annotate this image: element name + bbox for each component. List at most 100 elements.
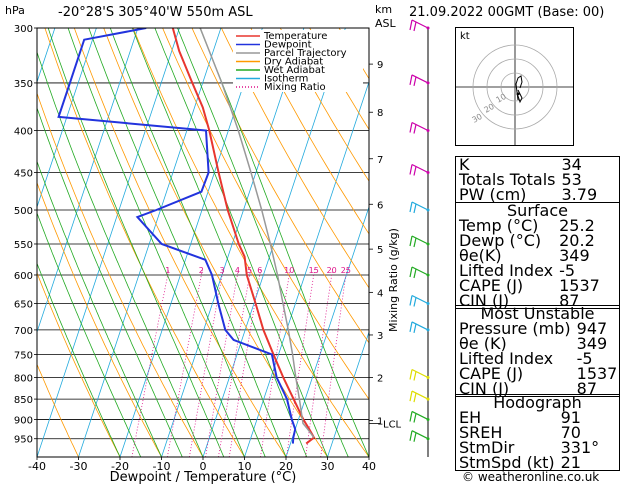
surface-value: -5 [559, 261, 576, 280]
surface-label: Dewp (°C) [459, 231, 542, 250]
km-tick-label: 3 [377, 331, 383, 342]
mixing-ratio-tick-label: 10 [284, 266, 294, 275]
wind-barb-shaft [411, 430, 429, 440]
mu-value: 87 [576, 379, 597, 398]
mixing-ratio-line [131, 268, 170, 457]
hodograph-unit-label: kt [460, 31, 470, 42]
dry-adiabat [132, 28, 369, 457]
isotherm [244, 80, 369, 457]
wind-barb-flag [413, 21, 417, 32]
lcl-label: LCL [383, 419, 402, 430]
wind-barb-base [426, 302, 430, 306]
most-unstable-table: Most Unstable Pressure (mb) 947 θe (K) 349… [455, 305, 620, 397]
temperature-tick-label: -20 [111, 460, 129, 473]
wind-barb-flag [413, 413, 417, 423]
isotherm [161, 28, 305, 457]
wind-barb-flag [413, 166, 417, 176]
isotherm [327, 330, 369, 457]
hodograph-table-title: Hodograph [493, 393, 582, 412]
pressure-tick-label: 950 [14, 435, 33, 446]
wet-adiabat [37, 211, 142, 457]
pressure-tick-label: 300 [14, 24, 33, 35]
dry-adiabat [37, 271, 121, 457]
surface-title: Surface [507, 201, 568, 220]
legend-label: Dry Adiabat [264, 57, 323, 68]
index-value: 34 [561, 155, 582, 174]
wet-adiabat [37, 50, 204, 457]
temperature-tick-label: -40 [28, 460, 46, 473]
hodo-label: SREH [459, 423, 503, 442]
dry-adiabat [221, 28, 369, 289]
km-tick-label: 7 [377, 155, 383, 166]
wind-barb-flag [413, 237, 417, 248]
surface-value: 25.2 [559, 216, 595, 235]
wet-adiabat [199, 28, 369, 457]
wind-barb-shaft [411, 201, 429, 211]
chart-grid: 1 2 3 4 5 6 10 15 20 25 [37, 28, 369, 457]
indices-table: K 34 Totals Totals 53 PW (cm) 3.79 [455, 156, 620, 203]
dry-adiabat [191, 28, 369, 344]
pressure-tick-label: 850 [14, 395, 33, 406]
isotherm [202, 28, 346, 457]
wet-adiabat [132, 28, 308, 457]
hodo-label: StmDir [459, 438, 515, 457]
dry-adiabat [162, 28, 369, 400]
wind-barb-base [426, 81, 430, 85]
wind-barb-shaft [411, 410, 429, 420]
temperature-tick-label: 10 [238, 460, 252, 473]
hodo-label: StmSpd (kt) [459, 453, 555, 472]
wind-barb-flag [409, 122, 413, 133]
profile-dewpoint [57, 28, 297, 444]
mixing-ratio-tick-label: 4 [235, 266, 240, 275]
pressure-tick-label: 550 [14, 240, 33, 251]
wind-barb-flag [409, 266, 413, 278]
index-label: K [459, 155, 470, 174]
mu-label: CIN (J) [459, 379, 510, 398]
km-tick-label: 4 [377, 288, 383, 299]
wind-barb-shaft [411, 390, 429, 400]
temperature-tick-label: -30 [70, 460, 88, 473]
wind-barb-base [426, 397, 430, 401]
wind-barb-flag [409, 295, 413, 306]
mu-label: Lifted Index [459, 349, 554, 368]
legend-label: Dewpoint [264, 40, 312, 51]
km-tick-label: 1 [377, 417, 383, 428]
surface-label: CAPE (J) [459, 276, 524, 295]
wind-barb-shaft [411, 74, 429, 84]
wind-barb-flag [409, 411, 413, 422]
surface-value: 87 [559, 291, 580, 310]
mixing-ratio-tick-label: 5 [247, 266, 252, 275]
pressure-tick-label: 700 [14, 326, 33, 337]
wind-barb-flag [413, 392, 417, 403]
hodo-ring-label-20: 20 [483, 102, 496, 115]
surface-value: 349 [559, 246, 590, 265]
dry-adiabat [279, 28, 369, 182]
pressure-tick-label: 900 [14, 415, 33, 426]
temperature-tick-label: 20 [279, 460, 293, 473]
hodo-value: 21 [560, 453, 581, 472]
wind-barb-shaft [411, 368, 429, 379]
wind-barb-flag [409, 201, 413, 213]
km-tick-label: 2 [377, 373, 383, 384]
datetime-header: 21.09.2022 00GMT (Base: 00) [409, 5, 605, 20]
chart-axes: 3003504004505005506006507007508008509009… [14, 24, 402, 473]
chart-profiles [57, 28, 316, 445]
isotherm [37, 28, 139, 334]
wind-barb-flag [409, 430, 413, 441]
mixing-ratio-line [286, 268, 316, 457]
wind-barb-flag [409, 19, 413, 31]
wet-adiabat [47, 28, 225, 457]
mixing-ratio-tick-label: 15 [309, 266, 319, 275]
hodo-value: 70 [560, 423, 581, 442]
hodo-ring-label-10: 10 [495, 92, 508, 105]
hodo-value: 91 [560, 408, 581, 427]
wind-barb-flag [413, 124, 417, 134]
wind-barb-base [426, 417, 430, 421]
index-label: PW (cm) [459, 185, 527, 204]
legend-label: Temperature [263, 31, 327, 42]
pressure-tick-label: 600 [14, 271, 33, 282]
mu-value: 1537 [576, 364, 618, 383]
wind-barb-shaft [411, 163, 429, 174]
isotherm [37, 28, 180, 457]
